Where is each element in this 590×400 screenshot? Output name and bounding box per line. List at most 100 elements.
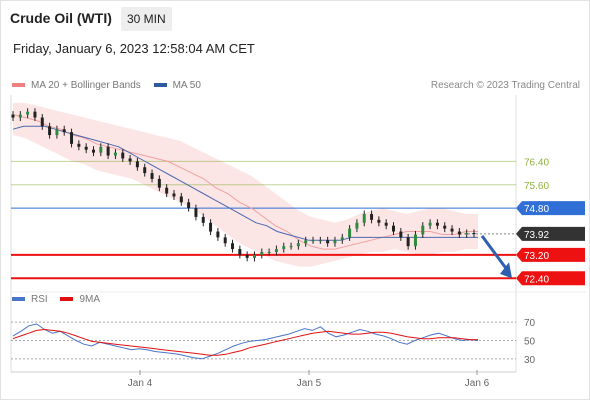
level-label-resistance-far: 76.40: [524, 157, 549, 168]
candle-body: [209, 222, 213, 232]
price-legend: MA 20 + Bollinger Bands MA 50: [12, 80, 211, 91]
candle-body: [40, 117, 44, 127]
candle-body: [340, 237, 344, 241]
candle-body: [194, 208, 198, 217]
candle-body: [252, 254, 256, 258]
candle-body: [18, 114, 22, 118]
price-tag-bg-support-far: [516, 271, 585, 286]
legend-label-9ma: 9MA: [79, 294, 101, 305]
candle-body: [260, 252, 264, 255]
instrument-title: Crude Oil (WTI): [10, 10, 112, 26]
candle-body: [113, 152, 117, 156]
legend-item-ma50: MA 50: [153, 80, 201, 91]
candle-body: [11, 114, 15, 118]
rsi-line: [12, 323, 479, 360]
candle-body: [121, 152, 125, 159]
candle-body: [355, 222, 359, 229]
candle-body: [406, 237, 410, 247]
price-tag-bg-last-price: [516, 226, 585, 241]
price-tag-label-pivot: 74.80: [524, 204, 549, 215]
price-tag-label-support: 73.20: [524, 251, 549, 262]
candle-body: [245, 254, 249, 258]
timestamp: Friday, January 6, 2023 12:58:04 AM CET: [13, 41, 255, 56]
candle-body: [457, 231, 461, 235]
candle-body: [216, 231, 220, 238]
candle-body: [289, 246, 293, 248]
candle-body: [179, 196, 183, 203]
candle-body: [26, 111, 30, 115]
time-tick-label: Jan 5: [297, 378, 322, 389]
rsi-legend: RSI 9MA: [12, 294, 110, 305]
rsi-tick-label: 70: [524, 318, 536, 329]
candle-body: [77, 143, 81, 147]
forecast-arrow-shaft: [480, 234, 510, 272]
legend-swatch-rsi: [12, 297, 25, 302]
candle-body: [326, 240, 330, 244]
time-tick-label: Jan 4: [128, 378, 153, 389]
timeframe-badge[interactable]: 30 MIN: [121, 7, 172, 31]
price-tag-pivot: 74.80: [516, 201, 585, 216]
candle-body: [333, 240, 337, 244]
candle-body: [318, 240, 322, 242]
legend-item-rsi: RSI: [12, 294, 48, 305]
legend-swatch-9ma: [60, 297, 74, 302]
candle-body: [413, 234, 417, 247]
candle-body: [91, 149, 95, 153]
rsi-ma9-line: [12, 328, 478, 356]
candle-body: [370, 214, 374, 220]
candle-body: [472, 233, 476, 234]
rsi-tick-label: 30: [524, 355, 536, 366]
price-tag-support: 73.20: [516, 247, 585, 262]
candle-body: [172, 193, 176, 197]
price-tag-label-last-price: 73.92: [524, 230, 549, 241]
legend-swatch-ma50: [153, 83, 167, 88]
candle-body: [231, 243, 235, 250]
candle-body: [62, 129, 66, 133]
candle-body: [296, 243, 300, 247]
legend-item-ma20: MA 20 + Bollinger Bands: [12, 80, 141, 91]
candle-body: [128, 158, 132, 162]
candle-body: [377, 219, 381, 223]
candle-body: [33, 111, 37, 118]
research-credit: Research © 2023 Trading Central: [430, 80, 580, 91]
candle-body: [421, 225, 425, 235]
legend-swatch-ma20: [12, 83, 25, 88]
legend-label-ma20: MA 20 + Bollinger Bands: [31, 80, 141, 91]
candle-body: [187, 202, 191, 209]
forecast-arrow-head: [500, 262, 512, 279]
candle-body: [274, 249, 278, 252]
candle-body: [70, 132, 74, 144]
rsi-tick-label: 50: [524, 337, 536, 348]
candle-body: [399, 231, 403, 238]
candle-body: [392, 225, 396, 232]
candle-body: [362, 214, 366, 223]
candle-body: [55, 129, 59, 136]
candle-body: [84, 146, 88, 150]
candle-body: [267, 252, 271, 253]
candle-body: [99, 146, 103, 153]
candle-body: [304, 240, 308, 244]
level-label-resistance: 75.60: [524, 181, 549, 192]
candle-body: [223, 237, 227, 244]
candle-body: [157, 178, 161, 188]
candle-body: [465, 233, 469, 235]
candle-body: [443, 225, 447, 229]
candle-body: [311, 240, 315, 242]
candle-body: [135, 161, 139, 168]
price-tag-bg-support: [516, 247, 585, 262]
candle-body: [201, 216, 205, 223]
price-tag-last-price: 73.92: [516, 226, 585, 241]
candle-body: [165, 187, 169, 194]
candle-body: [238, 249, 242, 255]
candle-body: [450, 228, 454, 232]
candle-body: [435, 222, 439, 226]
price-tag-label-support-far: 72.40: [524, 274, 549, 285]
legend-label-ma50: MA 50: [172, 80, 201, 91]
candle-body: [428, 222, 432, 226]
candle-body: [282, 246, 286, 250]
time-tick-label: Jan 6: [465, 378, 490, 389]
header: Crude Oil (WTI) 30 MIN: [0, 0, 590, 36]
candle-body: [48, 126, 52, 136]
legend-label-rsi: RSI: [31, 294, 48, 305]
